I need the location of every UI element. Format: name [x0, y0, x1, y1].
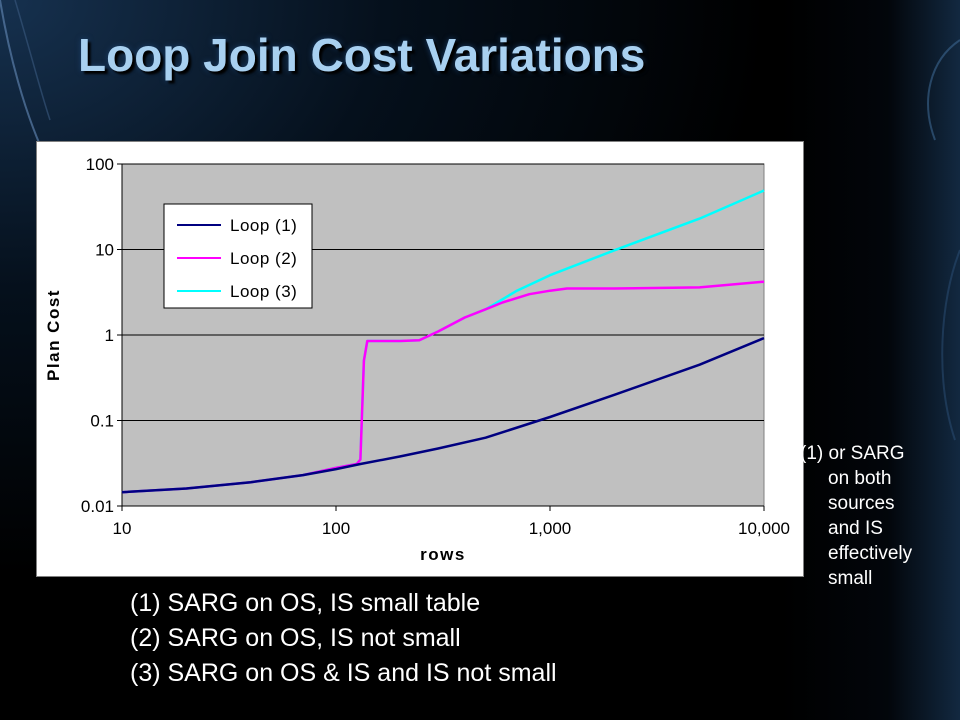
x-tick-label: 1,000	[529, 519, 572, 538]
legend: Loop (1) Loop (2) Loop (3)	[163, 203, 313, 309]
swoosh-right	[927, 39, 960, 141]
x-tick-label: 10	[113, 519, 132, 538]
note-loop-1: (1) SARG on OS, IS small table	[130, 589, 481, 617]
series-layer	[121, 189, 765, 494]
swoosh-right-2	[941, 249, 960, 441]
chart-panel: 100 10 1 0.1 0.01 10 100 1,000 10,000 rows Plan…	[36, 141, 804, 577]
legend-label-loop-2: Loop (2)	[230, 249, 297, 268]
loop-join-cost-chart: 100 10 1 0.1 0.01 10 100 1,000 10,000 rows Plan…	[44, 155, 790, 564]
side-note-line: effectively	[828, 543, 913, 564]
x-tick-labels: 10 100 1,000 10,000	[113, 519, 790, 538]
side-note-line: on both	[828, 468, 892, 489]
y-tick-label: 0.01	[81, 497, 114, 516]
series-line-loop-1	[121, 336, 765, 494]
swoosh-left	[0, 0, 41, 146]
slide-title: Loop Join Cost Variations	[78, 29, 646, 81]
side-note-line: small	[828, 568, 873, 589]
y-tick-label: 100	[86, 155, 114, 174]
x-axis-title: rows	[420, 545, 466, 564]
y-tick-label: 10	[95, 241, 114, 260]
note-loop-3: (3) SARG on OS & IS and IS not small	[130, 659, 557, 687]
side-note-line: sources	[828, 493, 895, 514]
legend-label-loop-3: Loop (3)	[230, 282, 297, 301]
x-tick-label: 100	[322, 519, 350, 538]
legend-label-loop-1: Loop (1)	[230, 216, 297, 235]
side-note: (1) or SARG on both sources and IS effec…	[800, 441, 960, 591]
y-tick-label: 1	[105, 326, 114, 345]
x-tick-label: 10,000	[738, 519, 790, 538]
side-note-first-line: (1) or SARG	[800, 443, 905, 464]
y-tick-label: 0.1	[90, 412, 114, 431]
y-axis-title: Plan Cost	[44, 289, 63, 381]
y-tick-labels: 100 10 1 0.1 0.01	[81, 155, 114, 516]
note-loop-2: (2) SARG on OS, IS not small	[130, 624, 461, 652]
swoosh-left-2	[14, 0, 51, 121]
side-note-line: and IS	[828, 518, 883, 539]
series-explanations: (1) SARG on OS, IS small table (2) SARG …	[130, 586, 557, 691]
